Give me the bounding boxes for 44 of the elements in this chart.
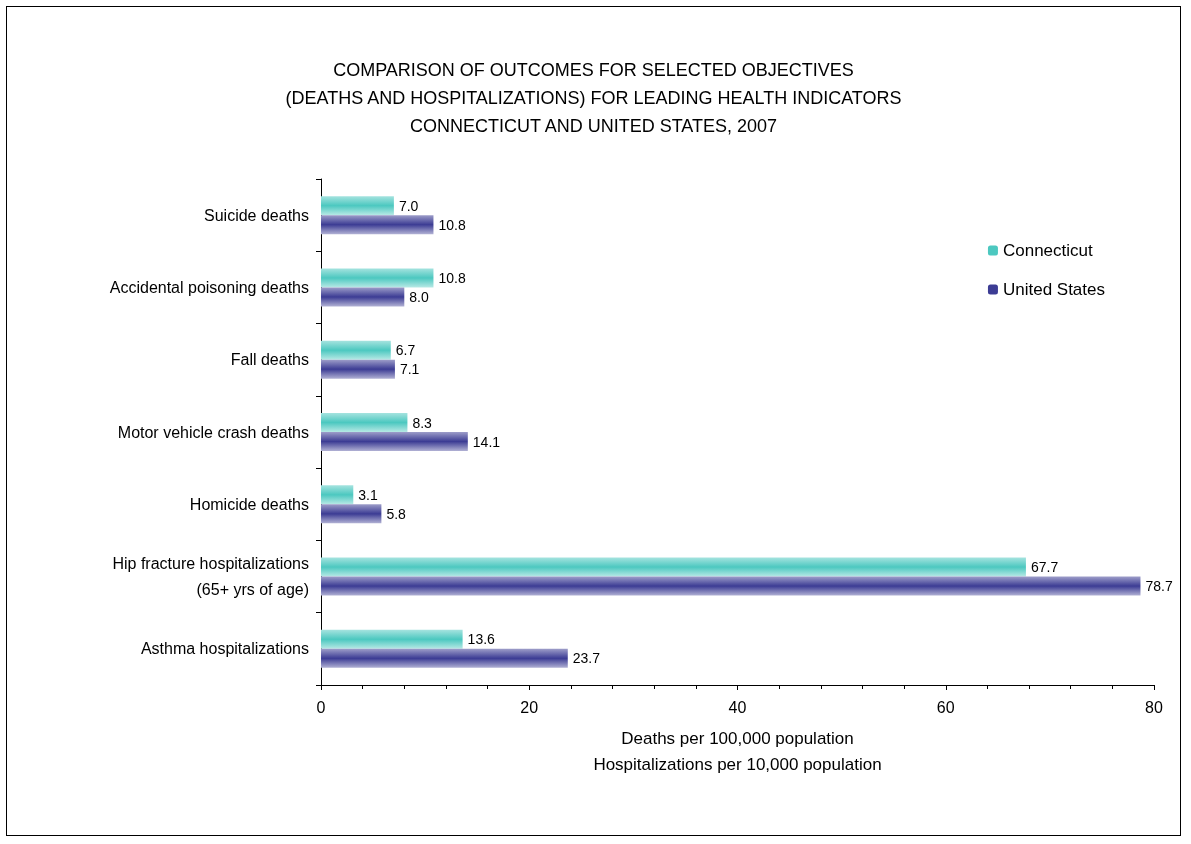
x-axis-title: Deaths per 100,000 population Hospitalizations per 10,000 population	[593, 728, 882, 774]
data-label: 67.7	[1030, 559, 1059, 576]
x-tick-label: 80	[1145, 698, 1163, 716]
data-label: 14.1	[472, 433, 501, 450]
x-tick-label: 20	[520, 698, 539, 716]
bar	[321, 287, 405, 307]
y-tick-label: Suicide deaths	[204, 206, 309, 224]
bar	[321, 413, 408, 432]
bar	[321, 629, 463, 649]
y-tick-label: Fall deaths	[230, 351, 309, 369]
legend-label: United States	[1002, 280, 1105, 299]
data-label: 3.1	[358, 486, 378, 503]
y-tick-label: Homicide deaths	[189, 495, 309, 513]
bar	[321, 576, 1141, 596]
data-label: 7.0	[398, 197, 419, 214]
data-label: 23.7	[572, 650, 601, 667]
x-tick-label: 60	[936, 698, 955, 716]
chart-title: COMPARISON OF OUTCOMES FOR SELECTED OBJECTIVES (DEATHS AND HOSPITALIZATIONS) FOR LEADING HEALTH INDICATORS CONNECTICUT AND UNITED STATES, 2007	[285, 60, 902, 136]
data-label: 7.1	[399, 361, 420, 378]
bar	[321, 359, 395, 379]
bar	[321, 432, 468, 451]
y-tick-label: Hip fracture hospitalizations (65+ yrs of age)	[112, 555, 309, 599]
bar	[321, 268, 434, 288]
y-tick-label: Accidental poisoning deaths	[109, 278, 309, 296]
data-label: 10.8	[438, 269, 466, 286]
bar	[321, 340, 391, 360]
data-label: 5.8	[386, 505, 407, 522]
y-tick-label: Motor vehicle crash deaths	[117, 423, 309, 441]
bar	[321, 557, 1026, 577]
bar	[321, 504, 382, 524]
y-tick-label: Asthma hospitalizations	[140, 640, 309, 658]
data-label: 10.8	[438, 216, 466, 233]
data-label: 8.0	[409, 288, 429, 305]
data-label: 13.6	[467, 631, 496, 648]
x-tick-label: 0	[316, 698, 326, 716]
bar	[321, 215, 434, 235]
bar	[321, 196, 394, 216]
bar	[321, 648, 568, 668]
legend-label: Connecticut	[1002, 241, 1093, 260]
data-label: 6.7	[395, 342, 416, 359]
data-label: 8.3	[412, 414, 433, 431]
data-label: 78.7	[1145, 578, 1173, 595]
bar	[321, 485, 354, 505]
x-tick-label: 40	[728, 698, 747, 716]
